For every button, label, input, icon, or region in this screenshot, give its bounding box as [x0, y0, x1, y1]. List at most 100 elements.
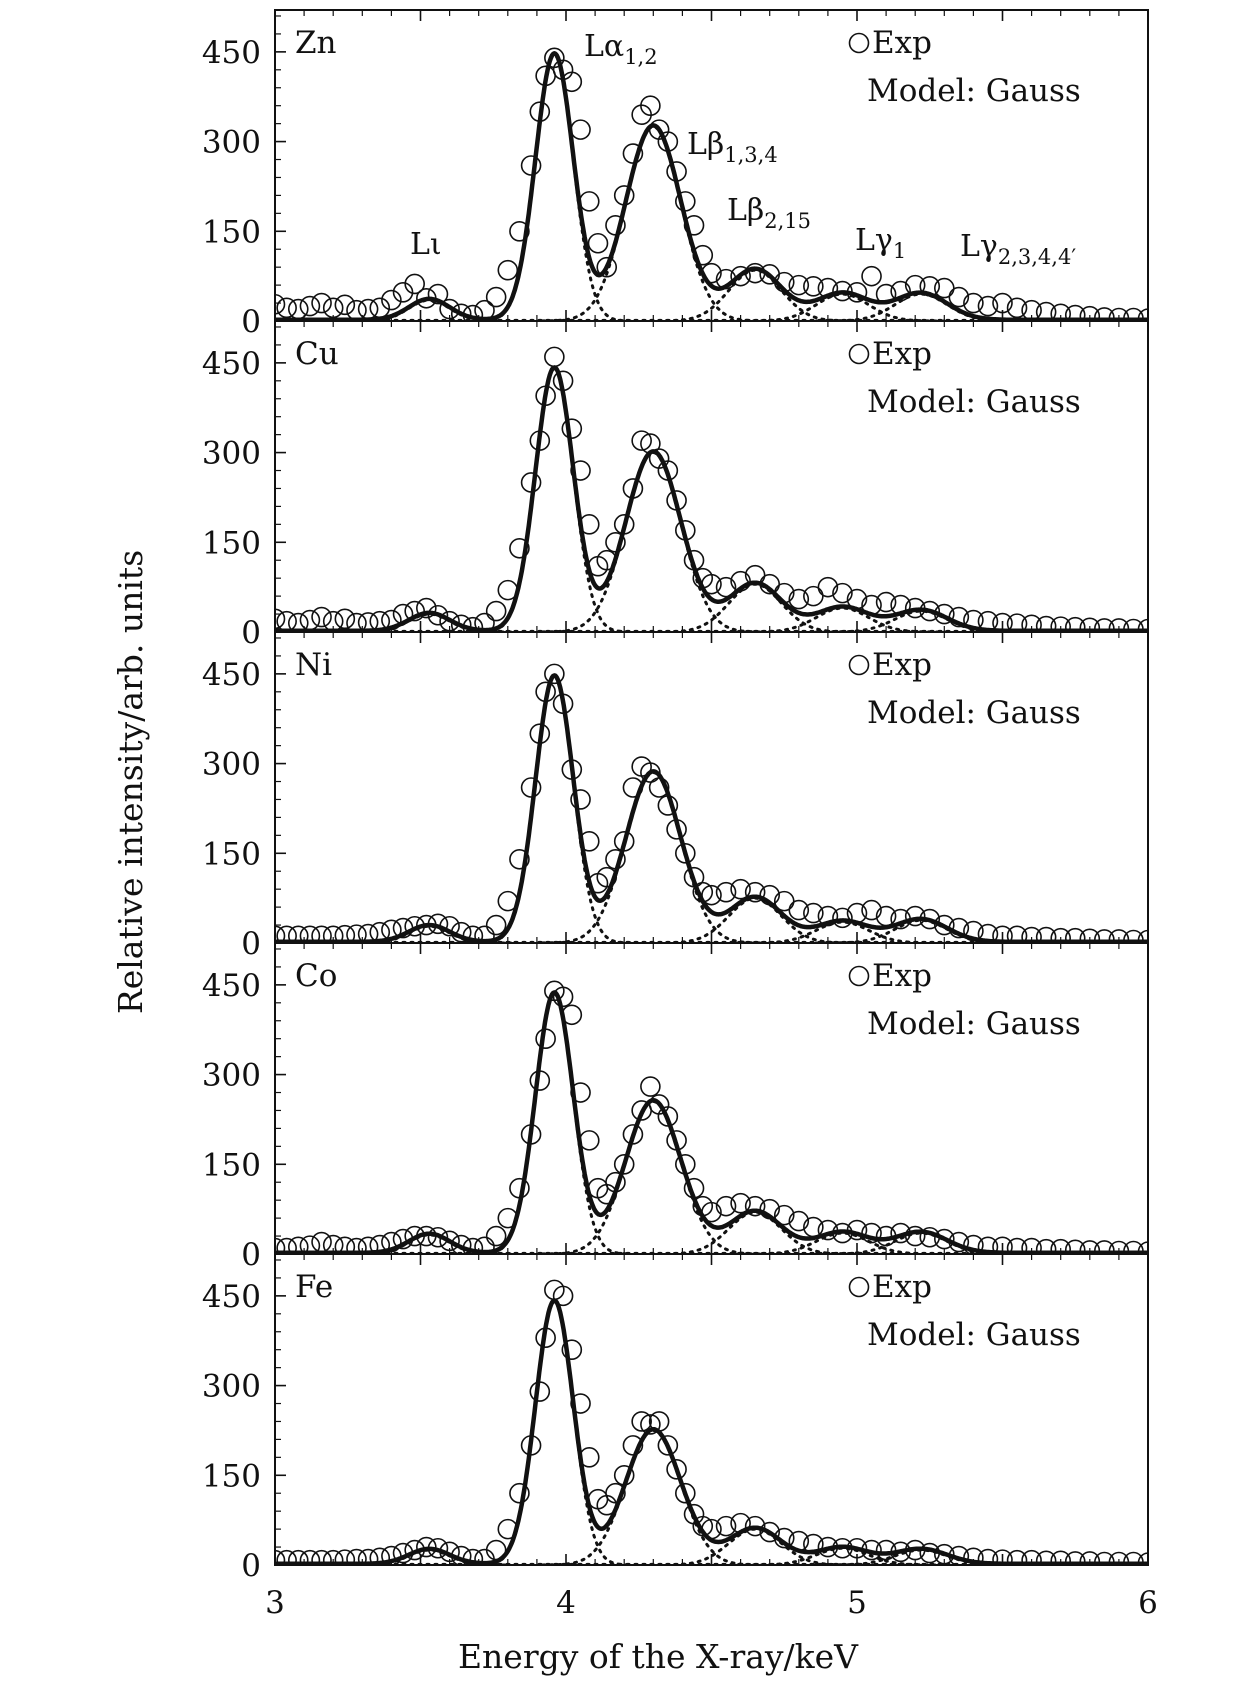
panel-fe: 0 150 300 450 Fe Exp Model: Gauss [202, 1253, 1149, 1584]
exp-point [803, 585, 824, 607]
panel-co: 0 150 300 450 Co Exp Model: Gauss [202, 942, 1149, 1273]
exp-point [561, 418, 583, 439]
y-tick-label: 450 [202, 346, 261, 382]
legend-exp-label: Exp [872, 25, 932, 61]
exp-point [1021, 614, 1042, 632]
exp-point [666, 1459, 687, 1480]
legend-exp-label: Exp [872, 647, 932, 683]
exp-point [933, 1228, 955, 1250]
exp-point [596, 256, 618, 278]
legend-model-label: Model: Gauss [867, 73, 1081, 109]
exp-point [692, 1515, 714, 1537]
exp-point [977, 1236, 999, 1254]
exp-point [832, 907, 853, 929]
exp-point [1021, 926, 1042, 943]
exp-point [631, 1411, 652, 1432]
y-tick-label: 150 [202, 1458, 261, 1494]
panel-element-label: Ni [295, 647, 332, 683]
panel-frame [274, 320, 1149, 633]
exp-point [450, 614, 472, 632]
panel-cu: 0 150 300 450 Cu Exp Model: Gauss [202, 320, 1149, 651]
x-tick-label: 3 [265, 1585, 285, 1621]
exp-point [948, 286, 970, 308]
legend-exp-marker [848, 654, 870, 676]
peak-annotation: Lβ1,3,4 [687, 127, 778, 167]
exp-point [861, 265, 882, 287]
y-tick-label: 0 [241, 304, 261, 340]
exp-point [275, 608, 286, 630]
exp-point [977, 295, 999, 317]
x-tick-label: 5 [847, 1585, 867, 1621]
panel-frame [274, 9, 1149, 322]
exp-point [287, 612, 309, 632]
exp-point [311, 1549, 332, 1565]
exp-point [933, 914, 955, 936]
exp-point [570, 119, 591, 140]
y-tick-label: 450 [202, 968, 261, 1004]
panel-element-label: Fe [295, 1269, 333, 1305]
exp-point [275, 925, 286, 943]
legend-model-label: Model: Gauss [867, 695, 1081, 731]
exp-point [520, 155, 542, 176]
y-tick-label: 300 [202, 1058, 261, 1094]
exp-point [416, 597, 437, 619]
exp-point [744, 881, 766, 903]
legend-exp-marker [848, 32, 870, 54]
exp-point [369, 1234, 391, 1254]
component-curve [541, 1428, 766, 1565]
exp-point [817, 905, 839, 927]
exp-point [1079, 1551, 1101, 1565]
legend-exp-label: Exp [872, 336, 932, 372]
exp-point [570, 1393, 591, 1414]
panel-element-label: Cu [295, 336, 339, 372]
x-tick-label: 6 [1138, 1585, 1158, 1621]
exp-point [287, 298, 309, 320]
peak-annotation: Lγ1 [855, 223, 906, 263]
exp-point [715, 576, 737, 598]
exp-point [357, 923, 379, 943]
exp-point [1006, 1237, 1028, 1254]
exp-point [334, 294, 356, 316]
legend-model-label: Model: Gauss [867, 1006, 1081, 1042]
component-curve [477, 367, 632, 632]
exp-point [730, 265, 751, 287]
exp-point [861, 899, 882, 921]
exp-point [474, 612, 495, 632]
y-tick-label: 300 [202, 436, 261, 472]
exp-point [1079, 928, 1101, 943]
exp-point [817, 576, 839, 598]
exp-point [299, 925, 321, 943]
exp-point [1021, 1549, 1042, 1565]
model-fit-line [275, 365, 1148, 632]
exp-point [715, 881, 737, 903]
panel-element-label: Zn [295, 25, 337, 61]
exp-point [875, 591, 897, 613]
exp-point [404, 600, 425, 622]
exp-point [788, 1210, 810, 1232]
exp-point [311, 606, 332, 628]
exp-point [657, 1435, 679, 1456]
peak-annotation: Lι [410, 227, 442, 262]
legend-exp-marker [848, 1276, 870, 1298]
exp-point [1094, 1240, 1115, 1254]
exp-point [334, 924, 356, 943]
exp-point [334, 1549, 356, 1565]
exp-point [299, 1235, 321, 1254]
exp-point [552, 986, 574, 1008]
y-tick-label: 300 [202, 747, 261, 783]
exp-point [1035, 926, 1057, 943]
exp-point [1006, 613, 1028, 632]
exp-point [275, 1549, 286, 1565]
model-fit-line [275, 51, 1148, 321]
panel-ni: 0 150 300 450 Ni Exp Model: Gauss [202, 631, 1149, 962]
model-fit-line [275, 990, 1148, 1254]
peak-annotation: Lβ2,15 [727, 193, 811, 233]
exp-point [640, 95, 661, 116]
exp-point [1006, 297, 1028, 319]
exp-point [1035, 615, 1057, 632]
y-tick-label: 150 [202, 1147, 261, 1183]
exp-point [1094, 929, 1115, 943]
exp-point [1064, 1239, 1086, 1254]
exp-point [1108, 929, 1130, 943]
